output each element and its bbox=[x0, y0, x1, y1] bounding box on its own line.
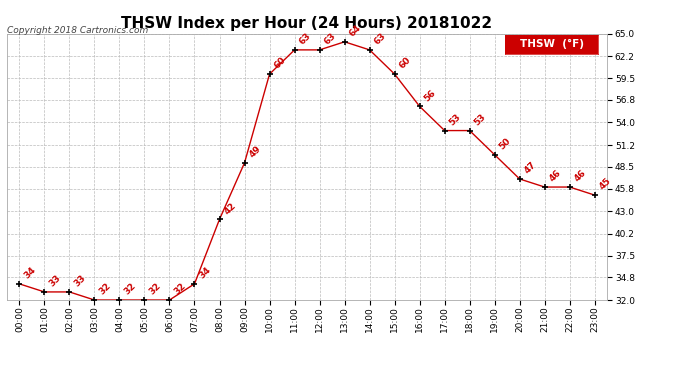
Title: THSW Index per Hour (24 Hours) 20181022: THSW Index per Hour (24 Hours) 20181022 bbox=[121, 16, 493, 31]
Text: 45: 45 bbox=[598, 177, 613, 192]
Text: 60: 60 bbox=[397, 56, 413, 71]
Text: 32: 32 bbox=[97, 282, 112, 297]
Text: 60: 60 bbox=[273, 56, 288, 71]
Text: 32: 32 bbox=[148, 282, 163, 297]
Text: 53: 53 bbox=[473, 112, 488, 128]
Text: 50: 50 bbox=[497, 136, 513, 152]
Text: 46: 46 bbox=[548, 168, 563, 184]
Text: 34: 34 bbox=[197, 266, 213, 280]
Text: 49: 49 bbox=[248, 144, 263, 160]
Text: 63: 63 bbox=[297, 32, 313, 46]
Text: 33: 33 bbox=[48, 273, 63, 289]
Text: 32: 32 bbox=[172, 282, 188, 297]
Text: Copyright 2018 Cartronics.com: Copyright 2018 Cartronics.com bbox=[7, 26, 148, 35]
Text: 56: 56 bbox=[422, 88, 438, 103]
Text: 46: 46 bbox=[573, 168, 588, 184]
Text: 42: 42 bbox=[222, 201, 238, 216]
Text: 63: 63 bbox=[322, 32, 338, 46]
Text: 53: 53 bbox=[448, 112, 463, 128]
Text: 63: 63 bbox=[373, 32, 388, 46]
Text: 64: 64 bbox=[348, 23, 363, 39]
Text: 33: 33 bbox=[72, 273, 88, 289]
Text: 47: 47 bbox=[522, 160, 538, 176]
Text: 32: 32 bbox=[122, 282, 138, 297]
Text: 34: 34 bbox=[22, 266, 38, 280]
